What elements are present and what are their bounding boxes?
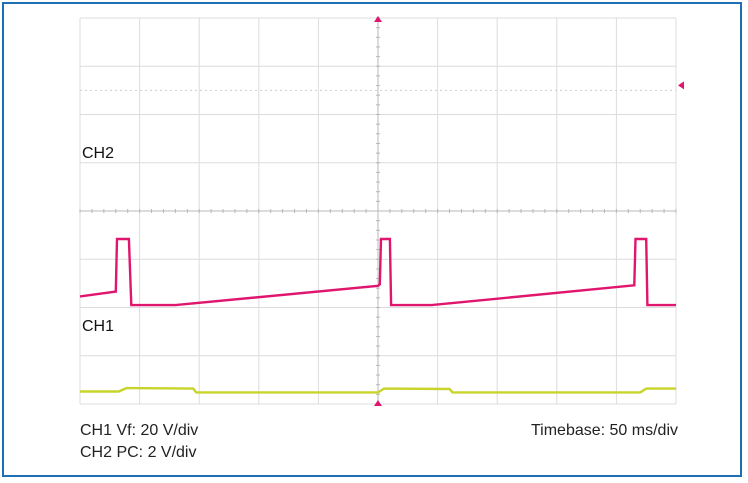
trace-ch1: [80, 386, 676, 394]
markers: [374, 16, 684, 406]
channel-settings: CH1 Vf: 20 V/div CH2 PC: 2 V/div: [80, 420, 198, 464]
trace-ch2: [79, 237, 676, 307]
ch1-scale-text: CH1 Vf: 20 V/div: [80, 422, 199, 439]
timebase-text: Timebase: 50 ms/div: [530, 422, 678, 439]
ch1-label: CH1: [82, 318, 114, 335]
trigger-level-marker: [678, 81, 684, 90]
grid: [79, 17, 677, 405]
ch2-label: CH2: [82, 145, 114, 162]
trigger-position-marker-top: [374, 16, 382, 22]
trigger-position-marker-bottom: [374, 400, 382, 406]
ch2-scale-text: CH2 PC: 2 V/div: [80, 444, 197, 461]
traces: [79, 237, 676, 394]
